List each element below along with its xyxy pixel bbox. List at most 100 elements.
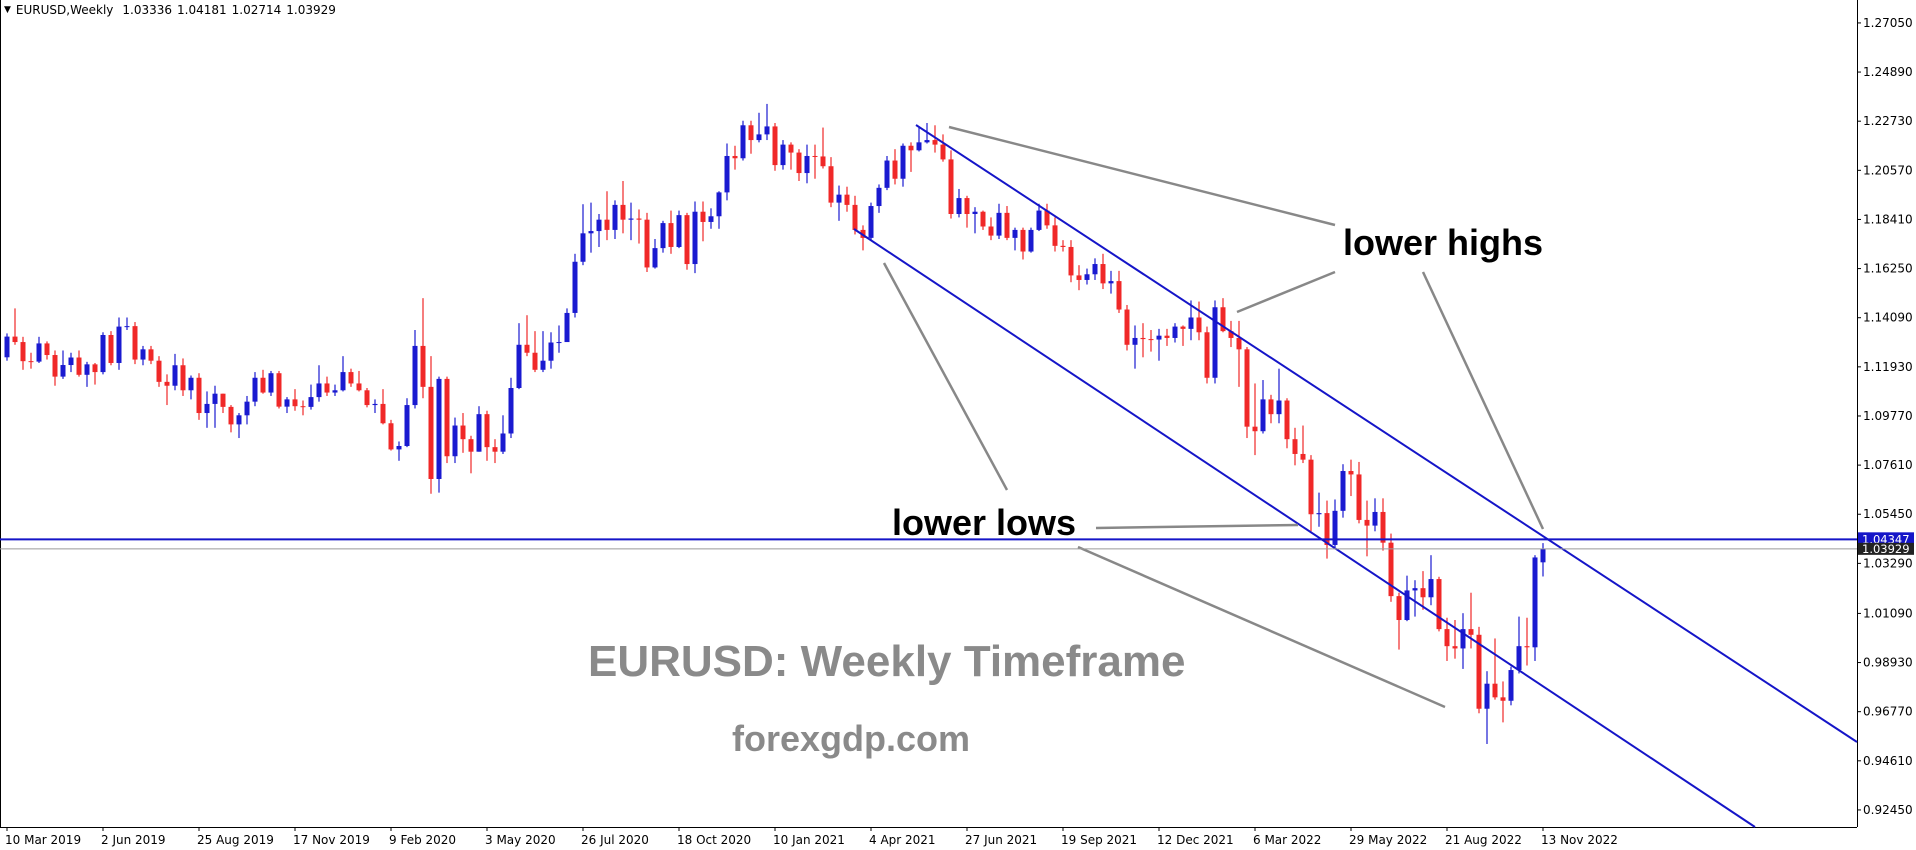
candle-body <box>1028 229 1034 252</box>
candle-body <box>1308 459 1314 515</box>
pointer-line <box>1236 270 1336 314</box>
candle-body <box>1388 542 1394 597</box>
x-tick-label: 10 Mar 2019 <box>5 833 81 847</box>
candle-body <box>572 261 578 313</box>
candle-body <box>1348 471 1354 475</box>
candle-body <box>692 211 698 265</box>
candle-body <box>980 211 986 227</box>
watermark-title: EURUSD: Weekly Timeframe <box>588 637 1185 686</box>
candle-body <box>876 187 882 207</box>
candle-body <box>1460 629 1466 649</box>
candle-body <box>580 233 586 262</box>
candle-body <box>516 344 522 389</box>
pointer-line <box>882 262 1009 491</box>
candle-body <box>1164 335 1170 338</box>
y-tick-label: 1.16250 <box>1863 262 1913 276</box>
candle-body <box>1196 317 1202 333</box>
y-tick-label: 1.05450 <box>1863 507 1913 521</box>
current-price-label: 1.03929 <box>1862 542 1910 556</box>
y-tick-label: 1.01090 <box>1863 606 1913 620</box>
high-value: 1.04181 <box>177 3 227 17</box>
candle-body <box>1476 634 1482 709</box>
candle-body <box>1412 588 1418 591</box>
candle-body <box>828 166 834 203</box>
open-value: 1.03336 <box>122 3 173 17</box>
candle-body <box>956 198 962 214</box>
low-value: 1.02714 <box>231 3 282 17</box>
candle-body <box>28 361 34 363</box>
candle-body <box>1524 646 1530 648</box>
candle-body <box>20 342 26 362</box>
candle-body <box>1372 511 1378 526</box>
candle-body <box>476 414 482 452</box>
candle-body <box>988 226 994 236</box>
candle-body <box>1092 264 1098 275</box>
candle-body <box>396 446 402 450</box>
candle-body <box>12 336 18 343</box>
candle-body <box>604 219 610 230</box>
candle-body <box>1132 337 1138 345</box>
candle-body <box>140 349 146 360</box>
candle-body <box>1500 697 1506 701</box>
candle-body <box>932 140 938 145</box>
x-tick-label: 18 Oct 2020 <box>677 833 751 847</box>
candle-body <box>1492 683 1498 698</box>
candle-body <box>148 349 154 361</box>
menu-triangle[interactable]: ▼ <box>4 5 11 15</box>
candle-body <box>1188 317 1194 329</box>
pointer-line <box>948 125 1336 227</box>
candle-body <box>1436 579 1442 630</box>
y-tick-label: 0.98930 <box>1863 656 1913 670</box>
candle-body <box>684 215 690 265</box>
x-tick-label: 29 May 2022 <box>1349 833 1427 847</box>
candle-body <box>284 399 290 407</box>
candle-body <box>212 393 218 404</box>
candle-body <box>1396 596 1402 621</box>
candle-body <box>804 155 810 174</box>
candle-body <box>596 219 602 232</box>
candle-body <box>132 326 138 360</box>
x-tick-label: 12 Dec 2021 <box>1157 833 1234 847</box>
candle-body <box>1108 281 1114 284</box>
candle-body <box>1116 281 1122 310</box>
candle-body <box>172 365 178 386</box>
candle-body <box>676 215 682 247</box>
candle-body <box>540 360 546 370</box>
candle-body <box>836 194 842 203</box>
candle-body <box>532 352 538 370</box>
candle-body <box>500 433 506 452</box>
candle-body <box>260 377 266 393</box>
candle-body <box>356 383 362 391</box>
candle-body <box>1532 557 1538 648</box>
candle-body <box>364 390 370 406</box>
candle-body <box>1452 646 1458 649</box>
candle-body <box>548 342 554 361</box>
candle-body <box>780 144 786 166</box>
candle-body <box>1508 670 1514 701</box>
candle-body <box>444 378 450 457</box>
candle-body <box>620 204 626 220</box>
candle-body <box>748 125 754 141</box>
x-tick-label: 17 Nov 2019 <box>293 833 370 847</box>
y-tick-label: 1.22730 <box>1863 114 1913 128</box>
candle-body <box>316 383 322 398</box>
watermark-site: forexgdp.com <box>732 718 970 759</box>
candle-body <box>1468 629 1474 635</box>
candle-body <box>756 134 762 141</box>
candle-body <box>108 335 114 363</box>
channel-lower-line <box>853 228 1756 828</box>
candle-body <box>340 372 346 391</box>
current-price-box <box>1858 542 1914 555</box>
candle-body <box>556 342 562 344</box>
candle-body <box>1012 229 1018 238</box>
x-tick-label: 2 Jun 2019 <box>101 833 166 847</box>
candle-body <box>1380 511 1386 543</box>
x-tick-label: 10 Jan 2021 <box>773 833 845 847</box>
candle-body <box>892 160 898 179</box>
y-tick-label: 1.27050 <box>1863 16 1913 30</box>
candle-body <box>1244 349 1250 427</box>
candle-body <box>1204 332 1210 378</box>
candle-body <box>308 397 314 407</box>
